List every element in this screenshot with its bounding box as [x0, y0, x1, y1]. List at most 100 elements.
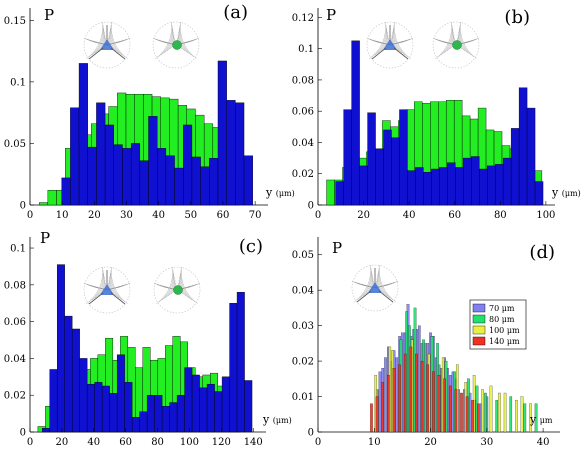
inset-streamline	[91, 28, 105, 56]
legend: 70 μm 80 μm 100 μm 140 μm	[469, 299, 527, 350]
x-axis-label: y (μm)	[262, 413, 292, 426]
inset-axis-line	[371, 47, 387, 60]
bar-blue	[157, 148, 167, 206]
bar-blue	[104, 124, 114, 206]
inset-streamline	[109, 276, 120, 299]
bar-blue	[109, 393, 118, 433]
bar-blue	[221, 376, 230, 433]
bar-c100	[489, 385, 493, 433]
inset-boundary	[351, 264, 399, 312]
inset-streamline	[180, 21, 197, 59]
bar-blue	[191, 156, 201, 206]
bar-blue	[235, 102, 245, 206]
bar-c140	[420, 360, 424, 433]
inset-streamline	[181, 266, 198, 304]
legend-swatch-c70	[472, 303, 486, 313]
y-tick-label: 0.08	[292, 75, 314, 86]
inset-streamline	[109, 28, 123, 56]
inset-streamline	[155, 21, 172, 59]
bar-blue	[64, 315, 73, 433]
inset-streamline	[164, 276, 175, 299]
x-axis-label: y μm	[529, 413, 553, 426]
y-tick-label: 0.06	[4, 317, 26, 328]
bar-blue	[244, 380, 253, 433]
bar-blue	[199, 387, 208, 433]
x-axis-label-unit: (μm)	[562, 189, 581, 198]
bar-c70	[395, 357, 399, 433]
bar-c140	[370, 403, 373, 433]
bar-blue	[200, 166, 210, 206]
y-tick-label: 0.06	[292, 107, 314, 118]
y-tick-label: 0.15	[4, 16, 26, 27]
bar-blue	[206, 383, 215, 433]
x-tick-label: 10	[368, 437, 381, 448]
inset-boundary	[83, 21, 131, 69]
inset-axis-line	[88, 47, 104, 60]
x-tick-label: 40	[87, 437, 100, 448]
bar-blue	[214, 391, 223, 433]
bar-blue	[139, 411, 148, 433]
y-tick-label: 0.12	[292, 13, 314, 24]
y-tick-label: 0.04	[292, 138, 314, 149]
x-tick-label: 140	[244, 437, 263, 448]
bar-c100	[498, 392, 501, 433]
y-axis-label: P	[40, 229, 50, 247]
x-axis-label-unit: (μm)	[273, 416, 292, 425]
bar-c80	[484, 392, 487, 433]
y-tick-label: 0.1	[10, 77, 26, 88]
inset-cross-section	[351, 264, 399, 312]
x-tick-label: 0	[27, 210, 33, 221]
bar-c140	[398, 364, 401, 433]
panel-label: (c)	[239, 236, 263, 257]
bar-blue	[479, 168, 488, 206]
bar-green	[47, 190, 57, 206]
inset-axis-line	[378, 290, 394, 303]
bar-c140	[471, 399, 475, 433]
bar-blue	[391, 137, 400, 206]
bar-blue	[229, 303, 238, 433]
bar-green	[38, 202, 49, 206]
bar-c140	[448, 385, 452, 433]
panel-label: (a)	[223, 2, 248, 23]
bar-c140	[460, 392, 463, 433]
x-axis-label-var: y	[529, 413, 540, 426]
bar-blue	[184, 367, 193, 433]
bar-blue	[174, 167, 184, 206]
bar-blue	[209, 158, 219, 206]
x-tick-label: 20	[88, 210, 101, 221]
inset-streamline	[354, 264, 371, 302]
inset-cross-section	[83, 266, 131, 314]
bar-c100	[529, 403, 532, 433]
bar-c140	[426, 364, 430, 433]
bar-blue	[407, 170, 416, 206]
bar-c140	[403, 353, 407, 433]
bar-blue	[383, 129, 392, 206]
x-tick-label: 10	[56, 210, 69, 221]
bar-c80	[534, 403, 538, 433]
inset-particle-dot	[172, 40, 182, 50]
y-tick-label: 0.04	[292, 286, 314, 297]
x-axis-label-unit: μm	[540, 416, 553, 425]
legend-swatch-c140	[472, 336, 486, 346]
bar-blue	[79, 358, 88, 433]
inset-streamline	[111, 266, 128, 304]
inset-streamline	[369, 21, 386, 59]
bar-c140	[392, 368, 396, 433]
bar-c80	[523, 403, 527, 433]
bar-blue	[463, 157, 472, 206]
inset-streamline	[109, 273, 123, 301]
y-tick-label: 0	[20, 201, 26, 212]
bar-blue	[191, 374, 200, 433]
inset-cross-section-dot	[153, 266, 201, 314]
inset-streamline	[156, 266, 173, 304]
x-tick-label: 30	[480, 437, 493, 448]
y-axis-label: P	[44, 6, 54, 24]
bar-blue	[94, 382, 103, 433]
legend-swatch-c100	[472, 325, 486, 335]
bar-blue	[61, 177, 71, 206]
bar-blue	[243, 155, 253, 206]
inset-boundary	[432, 21, 480, 69]
bar-blue	[49, 369, 58, 433]
bar-blue	[423, 171, 432, 206]
x-tick-label: 60	[119, 437, 132, 448]
